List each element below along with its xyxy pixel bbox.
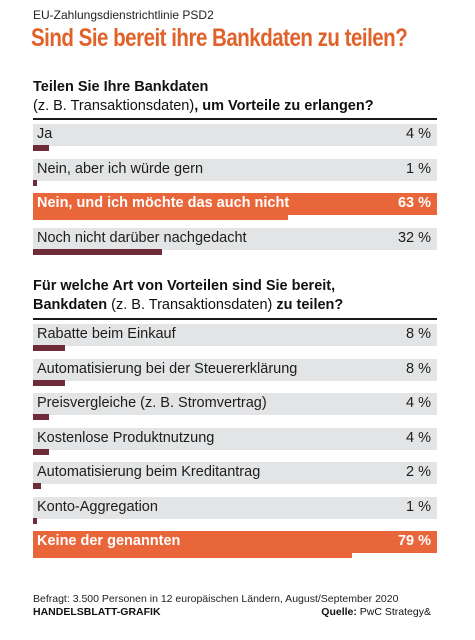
bar-category-label: Automatisierung bei der Steuererklärung [37, 360, 298, 377]
bar-value-label: 8 % [406, 360, 431, 377]
bar-value-label: 63 % [397, 195, 431, 211]
bar [33, 483, 42, 489]
bar-value-label: 2 % [406, 464, 431, 480]
bar-row-background [33, 193, 437, 215]
bar-category-label: Keine der genannten [37, 533, 181, 549]
bar-category-label: Kostenlose Produktnutzung [37, 429, 215, 446]
bar-row: Nein, aber ich würde gern 1 % [33, 155, 437, 190]
bar-value-label: 79 % [397, 533, 431, 549]
bar-row: Keine der genannten 79 % [33, 527, 437, 562]
bar [33, 414, 50, 420]
bar-row-background [33, 227, 437, 250]
bar-value-label: 1 % [406, 498, 431, 515]
bar-category-label: Nein, aber ich würde gern [37, 160, 204, 177]
bar-row-background [33, 124, 437, 146]
question-1-normal: (z. B. Transaktionsdaten) [33, 98, 195, 114]
divider-2 [33, 318, 437, 320]
bar-row: Automatisierung beim Kreditantrag 2 % [33, 458, 437, 493]
headline: Sind Sie bereit ihre Bankdaten zu teilen… [31, 24, 408, 52]
divider-1 [33, 118, 437, 120]
chart-2-rows: Rabatte beim Einkauf 8 % Automatisierung b… [33, 320, 437, 562]
bar [33, 552, 353, 558]
question-1-bold-a: Teilen Sie Ihre Bankdaten [33, 79, 209, 95]
bar-row: Automatisierung bei der Steuererklärung 8… [33, 355, 437, 390]
bar-value-label: 4 % [406, 395, 431, 411]
bar [33, 214, 288, 220]
bar-row-background [33, 358, 437, 381]
credit: HANDELSBLATT-GRAFIK [33, 606, 161, 618]
bar-category-label: Automatisierung beim Kreditantrag [37, 464, 261, 480]
bar-value-label: 8 % [406, 326, 431, 342]
bar-category-label: Rabatte beim Einkauf [37, 326, 176, 342]
question-2-bold-b: Bankdaten [33, 297, 108, 313]
bar-value-label: 4 % [406, 429, 431, 446]
kicker: EU-Zahlungsdienstrichtlinie PSD2 [33, 8, 214, 22]
question-2-normal: (z. B. Transaktionsdaten) [107, 297, 277, 313]
bar-row-background [33, 462, 437, 484]
bar [33, 517, 38, 524]
question-1: Teilen Sie Ihre Bankdaten (z. B. Transak… [33, 78, 448, 116]
bar-row-background [33, 324, 437, 346]
bar-row: Konto-Aggregation 1 % [33, 493, 437, 528]
bar-value-label: 32 % [397, 229, 431, 246]
bar [33, 179, 38, 186]
bar-category-label: Noch nicht darüber nachgedacht [37, 229, 247, 246]
bar-category-label: Preisvergleiche (z. B. Stromvertrag) [37, 395, 267, 411]
source-label: Quelle: [321, 606, 357, 618]
question-1-bold-b: , um Vorteile zu erlangen? [194, 98, 374, 114]
bar-row-background [33, 531, 437, 553]
bar-row: Preisvergleiche (z. B. Stromvertrag) 4 % [33, 389, 437, 424]
bar-row: Noch nicht darüber nachgedacht 32 % [33, 224, 437, 259]
bar-row: Kostenlose Produktnutzung 4 % [33, 424, 437, 459]
question-2-bold-a: Für welche Art von Vorteilen sind Sie be… [33, 278, 336, 294]
bar [33, 379, 66, 386]
source-value: PwC Strategy& [356, 606, 431, 618]
bar-row: Nein, und ich möchte das auch nicht 63 % [33, 189, 437, 224]
question-2: Für welche Art von Vorteilen sind Sie be… [33, 277, 448, 315]
bar-row-background [33, 158, 437, 181]
bar-row-background [33, 496, 437, 519]
chart-1-rows: Ja 4 % Nein, aber ich würde gern 1 % Nein, u… [33, 120, 437, 258]
source: Quelle: PwC Strategy& [321, 606, 431, 618]
bar [33, 448, 50, 455]
bar-row-background [33, 393, 437, 415]
bar-category-label: Nein, und ich möchte das auch nicht [37, 195, 290, 211]
bar-row-background [33, 427, 437, 450]
bar [33, 248, 163, 255]
bar-row: Ja 4 % [33, 120, 437, 155]
bar-row: Rabatte beim Einkauf 8 % [33, 320, 437, 355]
bar-value-label: 4 % [406, 126, 431, 142]
question-2-bold-c: zu teilen? [276, 297, 344, 313]
infographic: EU-Zahlungsdienstrichtlinie PSD2 Sind Si… [21, 0, 453, 630]
footnote: Befragt: 3.500 Personen in 12 europäisch… [33, 593, 399, 605]
bar [33, 145, 50, 151]
bar-category-label: Konto-Aggregation [37, 498, 158, 515]
bar-category-label: Ja [37, 126, 53, 142]
bar [33, 345, 66, 351]
bar-value-label: 1 % [406, 160, 431, 177]
